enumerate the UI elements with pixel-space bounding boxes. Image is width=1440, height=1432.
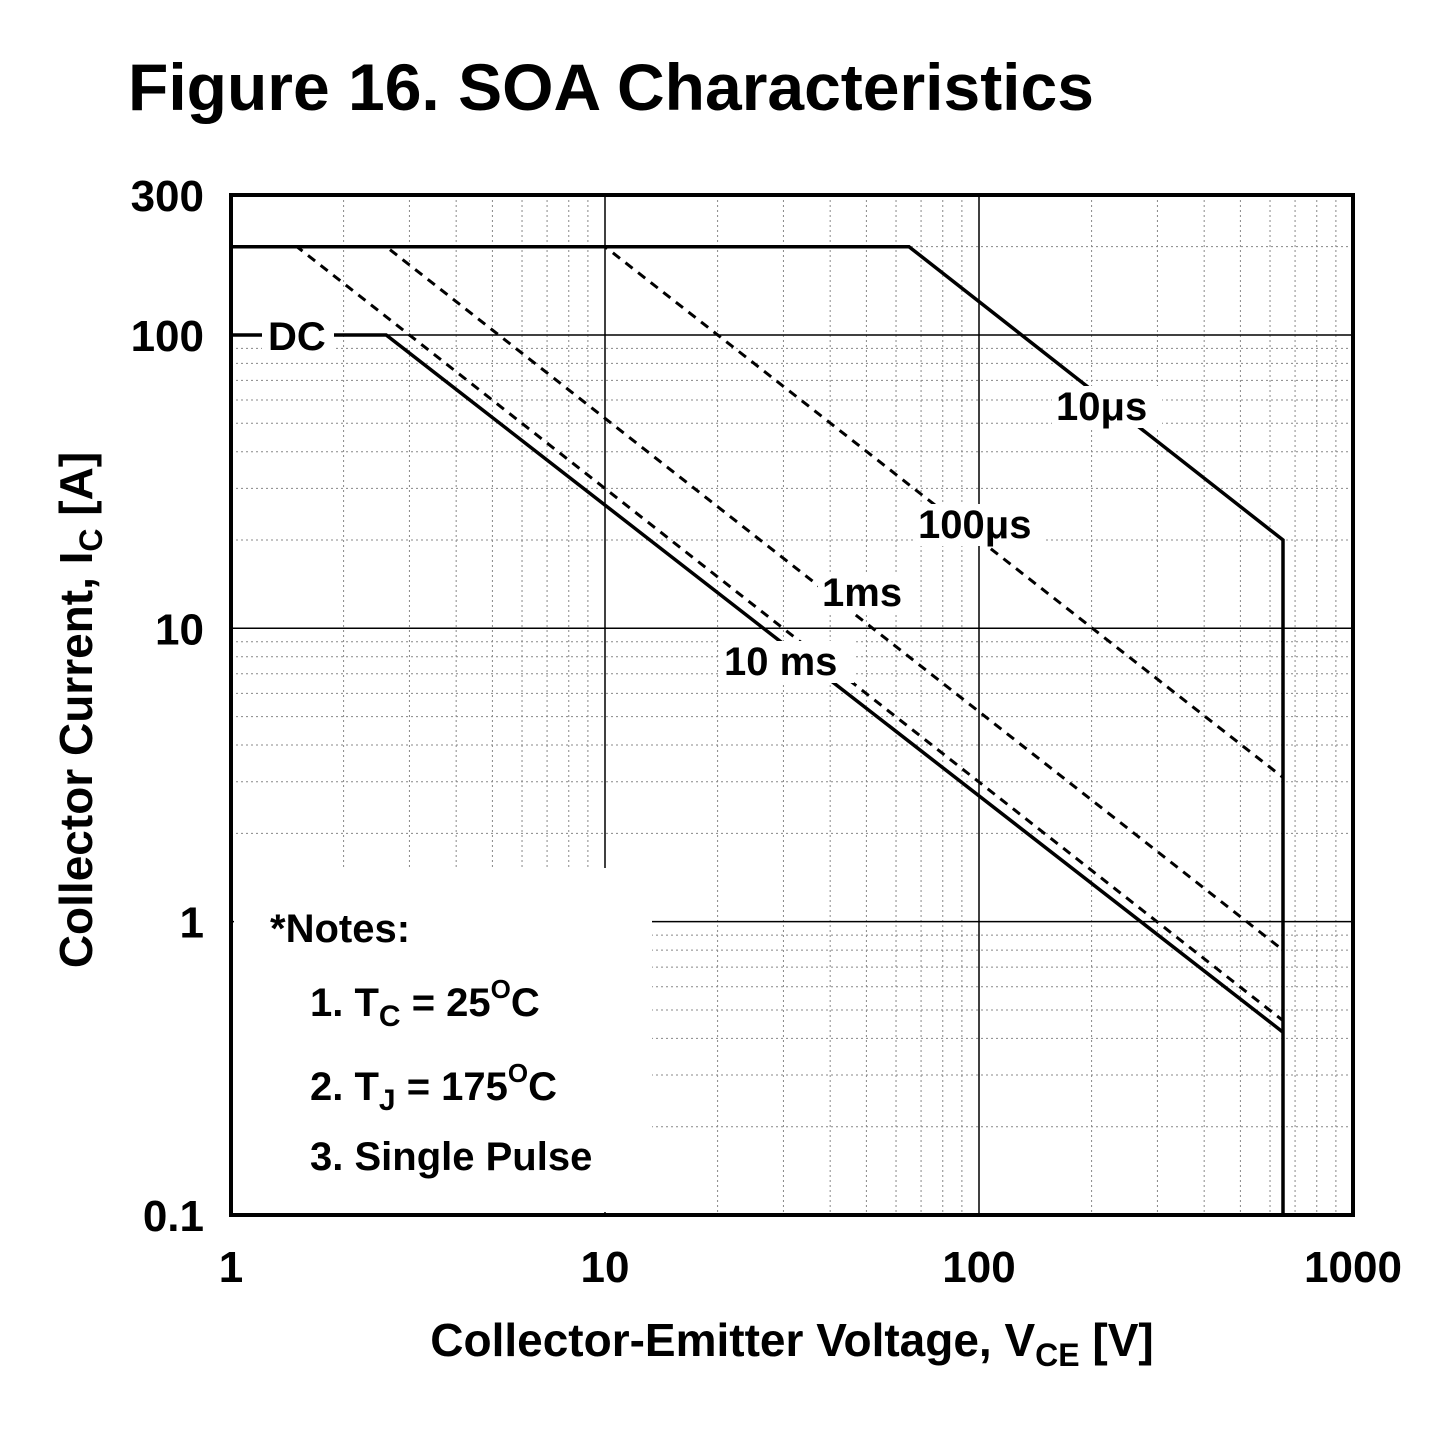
plot-frame — [229, 193, 1355, 1217]
series-line-10ms — [231, 245, 1284, 1022]
tick-labels: 1 10 100 1000 0.1 1 10 100 300 — [131, 172, 1402, 1292]
series-line-1ms — [231, 245, 1284, 952]
label-dc: DC — [268, 315, 326, 359]
note-3: 3. Single Pulse — [310, 1135, 592, 1179]
y-tick-label: 1 — [180, 899, 204, 948]
note-1: 1. TC = 25OC — [310, 974, 540, 1033]
10us-label-bg — [1052, 386, 1162, 428]
label-10ms: 10 ms — [724, 640, 837, 684]
dc-label-bg — [262, 316, 334, 356]
label-10us: 10μs — [1056, 385, 1147, 429]
y-axis-label: Collector Current, IC [A] — [50, 452, 109, 968]
1ms-label-bg — [818, 572, 912, 614]
100us-label-bg — [914, 504, 1046, 546]
series-line-100us — [231, 245, 1284, 779]
x-tick-label: 1000 — [1304, 1243, 1402, 1292]
notes-background — [234, 868, 652, 1212]
note-2: 2. TJ = 175OC — [310, 1058, 557, 1117]
label-100us: 100μs — [918, 503, 1031, 547]
x-tick-label: 10 — [581, 1243, 630, 1292]
y-tick-label: 300 — [131, 172, 204, 221]
x-tick-label: 1 — [219, 1243, 243, 1292]
label-1ms: 1ms — [822, 571, 902, 615]
x-axis-label: Collector-Emitter Voltage, VCE [V] — [430, 1314, 1153, 1373]
chart-title: Figure 16. SOA Characteristics — [128, 50, 1094, 124]
notes-heading: *Notes: — [270, 907, 410, 951]
x-tick-label: 100 — [942, 1243, 1015, 1292]
y-tick-label: 100 — [131, 312, 204, 361]
10ms-label-bg — [720, 641, 854, 683]
grid — [231, 195, 1353, 1215]
y-tick-label: 10 — [155, 605, 204, 654]
y-tick-label: 0.1 — [143, 1192, 204, 1241]
